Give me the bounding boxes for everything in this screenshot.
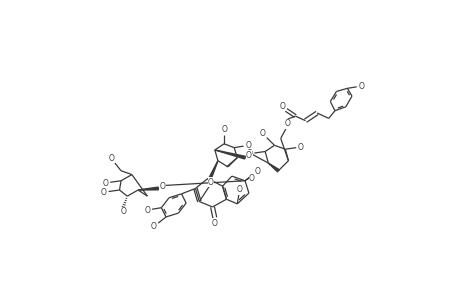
- Text: O: O: [160, 182, 166, 191]
- Text: O: O: [246, 149, 252, 158]
- Text: O: O: [151, 222, 156, 231]
- Text: O: O: [297, 143, 303, 152]
- Text: O: O: [236, 185, 242, 194]
- Text: O: O: [358, 82, 364, 91]
- Text: O: O: [221, 125, 227, 134]
- Polygon shape: [138, 187, 158, 190]
- Text: O: O: [212, 219, 217, 228]
- Text: O: O: [246, 151, 252, 160]
- Text: O: O: [284, 119, 290, 128]
- Text: O: O: [207, 178, 213, 187]
- Text: O: O: [258, 128, 264, 137]
- Text: O: O: [102, 178, 108, 188]
- Text: O: O: [120, 207, 126, 216]
- Text: O: O: [279, 102, 285, 111]
- Text: O: O: [101, 188, 106, 197]
- Text: O: O: [248, 174, 254, 183]
- Text: O: O: [245, 141, 251, 150]
- Polygon shape: [214, 150, 245, 159]
- Polygon shape: [268, 163, 279, 172]
- Text: O: O: [109, 154, 114, 163]
- Polygon shape: [208, 161, 218, 181]
- Text: O: O: [144, 206, 150, 214]
- Text: O: O: [254, 167, 260, 176]
